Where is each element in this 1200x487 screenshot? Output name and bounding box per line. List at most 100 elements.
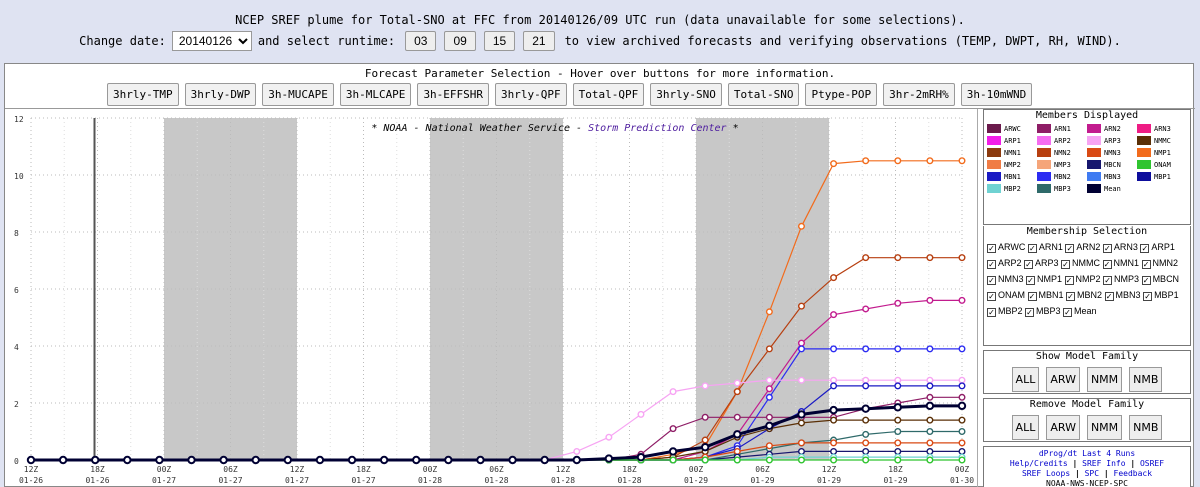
runtime-button-21[interactable]: 21 (523, 31, 555, 51)
param-button-3h-mucape[interactable]: 3h-MUCAPE (262, 83, 334, 106)
member-legend-mbn2[interactable]: MBN2 (1037, 172, 1087, 181)
link-osref[interactable]: OSREF (1139, 459, 1165, 468)
membership-item-arp2[interactable]: ✓ ARP2 (987, 258, 1024, 269)
param-button-3h-10mwnd[interactable]: 3h-10mWND (960, 83, 1033, 106)
checkbox-mbn3[interactable]: ✓ (1104, 292, 1114, 301)
checkbox-arn1[interactable]: ✓ (1027, 244, 1037, 253)
checkbox-mbn1[interactable]: ✓ (1027, 292, 1037, 301)
member-legend-nmn3[interactable]: NMN3 (1087, 148, 1137, 157)
membership-item-mbn2[interactable]: ✓ MBN2 (1066, 290, 1105, 301)
member-legend-onam[interactable]: ONAM (1137, 160, 1187, 169)
param-button-3hrly-dwp[interactable]: 3hrly-DWP (184, 83, 257, 106)
param-button-3hrly-sno[interactable]: 3hrly-SNO (650, 83, 722, 106)
membership-item-onam[interactable]: ✓ ONAM (987, 290, 1028, 301)
checkbox-mbp1[interactable]: ✓ (1143, 292, 1153, 301)
checkbox-arwc[interactable]: ✓ (987, 244, 996, 253)
member-legend-arwc[interactable]: ARWC (987, 124, 1037, 133)
remove-nmb-button[interactable]: NMB (1129, 415, 1163, 440)
membership-item-nmp2[interactable]: ✓ NMP2 (1064, 274, 1104, 285)
membership-item-nmn1[interactable]: ✓ NMN1 (1102, 258, 1142, 269)
membership-item-mbp3[interactable]: ✓ MBP3 (1025, 306, 1063, 317)
link-spc[interactable]: SPC (1084, 469, 1100, 478)
show-arw-button[interactable]: ARW (1046, 367, 1080, 392)
dprog-link[interactable]: dProg/dt Last 4 Runs (1038, 449, 1136, 458)
member-legend-mbn1[interactable]: MBN1 (987, 172, 1037, 181)
remove-arw-button[interactable]: ARW (1046, 415, 1080, 440)
membership-item-arn1[interactable]: ✓ ARN1 (1027, 242, 1066, 253)
membership-item-mbp2[interactable]: ✓ MBP2 (987, 306, 1025, 317)
param-button-total-sno[interactable]: Total-SNO (727, 83, 800, 106)
param-button-3hr-2mrh-[interactable]: 3hr-2mRH% (883, 83, 955, 106)
checkbox-arn3[interactable]: ✓ (1102, 244, 1112, 253)
membership-item-arn2[interactable]: ✓ ARN2 (1065, 242, 1103, 253)
member-legend-arn3[interactable]: ARN3 (1137, 124, 1187, 133)
member-legend-mean[interactable]: Mean (1087, 184, 1137, 193)
checkbox-mbn2[interactable]: ✓ (1066, 292, 1076, 301)
checkbox-arp3[interactable]: ✓ (1024, 260, 1034, 269)
membership-item-nmp3[interactable]: ✓ NMP3 (1103, 274, 1142, 285)
param-button-3hrly-qpf[interactable]: 3hrly-QPF (495, 83, 567, 106)
member-legend-mbp3[interactable]: MBP3 (1037, 184, 1087, 193)
checkbox-mbp3[interactable]: ✓ (1025, 308, 1035, 317)
param-button-3h-effshr[interactable]: 3h-EFFSHR (417, 83, 490, 106)
member-legend-nmp1[interactable]: NMP1 (1137, 148, 1187, 157)
membership-item-arp3[interactable]: ✓ ARP3 (1024, 258, 1061, 269)
checkbox-nmp2[interactable]: ✓ (1064, 276, 1074, 285)
runtime-button-09[interactable]: 09 (444, 31, 476, 51)
runtime-button-03[interactable]: 03 (405, 31, 437, 51)
param-button-ptype-pop[interactable]: Ptype-POP (805, 83, 878, 106)
member-legend-nmp3[interactable]: NMP3 (1037, 160, 1087, 169)
membership-item-arwc[interactable]: ✓ ARWC (987, 242, 1028, 253)
membership-item-mbp1[interactable]: ✓ MBP1 (1143, 290, 1179, 301)
checkbox-mbp2[interactable]: ✓ (987, 308, 996, 317)
link-feedback[interactable]: Feedback (1113, 469, 1153, 478)
member-legend-nmmc[interactable]: NMMC (1137, 136, 1187, 145)
member-legend-arp2[interactable]: ARP2 (1037, 136, 1087, 145)
checkbox-arp2[interactable]: ✓ (987, 260, 996, 269)
runtime-button-15[interactable]: 15 (483, 31, 516, 51)
membership-item-nmn2[interactable]: ✓ NMN2 (1141, 258, 1178, 269)
membership-item-mbcn[interactable]: ✓ MBCN (1141, 274, 1179, 285)
membership-item-mbn1[interactable]: ✓ MBN1 (1027, 290, 1067, 301)
checkbox-nmn1[interactable]: ✓ (1102, 260, 1112, 269)
member-legend-arn1[interactable]: ARN1 (1037, 124, 1087, 133)
checkbox-mbcn[interactable]: ✓ (1141, 276, 1151, 285)
param-button-3h-mlcape[interactable]: 3h-MLCAPE (339, 83, 412, 106)
checkbox-arn2[interactable]: ✓ (1065, 244, 1075, 253)
checkbox-arp1[interactable]: ✓ (1140, 244, 1150, 253)
membership-item-arn3[interactable]: ✓ ARN3 (1102, 242, 1141, 253)
member-legend-nmn1[interactable]: NMN1 (987, 148, 1037, 157)
member-legend-nmp2[interactable]: NMP2 (987, 160, 1037, 169)
date-select[interactable]: 20140126 (171, 31, 252, 51)
param-button-3hrly-tmp[interactable]: 3hrly-TMP (107, 83, 179, 106)
member-legend-mbp1[interactable]: MBP1 (1137, 172, 1187, 181)
checkbox-onam[interactable]: ✓ (987, 292, 996, 301)
member-legend-arp1[interactable]: ARP1 (987, 136, 1037, 145)
membership-item-arp1[interactable]: ✓ ARP1 (1140, 242, 1175, 253)
member-legend-arn2[interactable]: ARN2 (1087, 124, 1137, 133)
membership-item-nmn3[interactable]: ✓ NMN3 (987, 274, 1026, 285)
checkbox-nmmc[interactable]: ✓ (1061, 260, 1071, 269)
checkbox-mean[interactable]: ✓ (1063, 308, 1073, 317)
param-button-total-qpf[interactable]: Total-QPF (572, 83, 645, 106)
remove-all-button[interactable]: ALL (1011, 415, 1040, 440)
membership-item-nmmc[interactable]: ✓ NMMC (1061, 258, 1103, 269)
member-legend-mbp2[interactable]: MBP2 (987, 184, 1037, 193)
member-legend-arp3[interactable]: ARP3 (1087, 136, 1137, 145)
show-nmm-button[interactable]: NMM (1086, 367, 1123, 392)
member-legend-mbcn[interactable]: MBCN (1087, 160, 1137, 169)
checkbox-nmp1[interactable]: ✓ (1026, 276, 1036, 285)
membership-item-nmp1[interactable]: ✓ NMP1 (1026, 274, 1065, 285)
checkbox-nmp3[interactable]: ✓ (1103, 276, 1113, 285)
show-nmb-button[interactable]: NMB (1129, 367, 1163, 392)
checkbox-nmn2[interactable]: ✓ (1141, 260, 1151, 269)
membership-item-mean[interactable]: ✓ Mean (1063, 306, 1097, 317)
show-all-button[interactable]: ALL (1011, 367, 1040, 392)
member-legend-mbn3[interactable]: MBN3 (1087, 172, 1137, 181)
link-sref-loops[interactable]: SREF Loops (1021, 469, 1071, 478)
checkbox-nmn3[interactable]: ✓ (987, 276, 996, 285)
remove-nmm-button[interactable]: NMM (1086, 415, 1123, 440)
link-sref-info[interactable]: SREF Info (1082, 459, 1126, 468)
link-help-credits[interactable]: Help/Credits (1009, 459, 1068, 468)
member-legend-nmn2[interactable]: NMN2 (1037, 148, 1087, 157)
